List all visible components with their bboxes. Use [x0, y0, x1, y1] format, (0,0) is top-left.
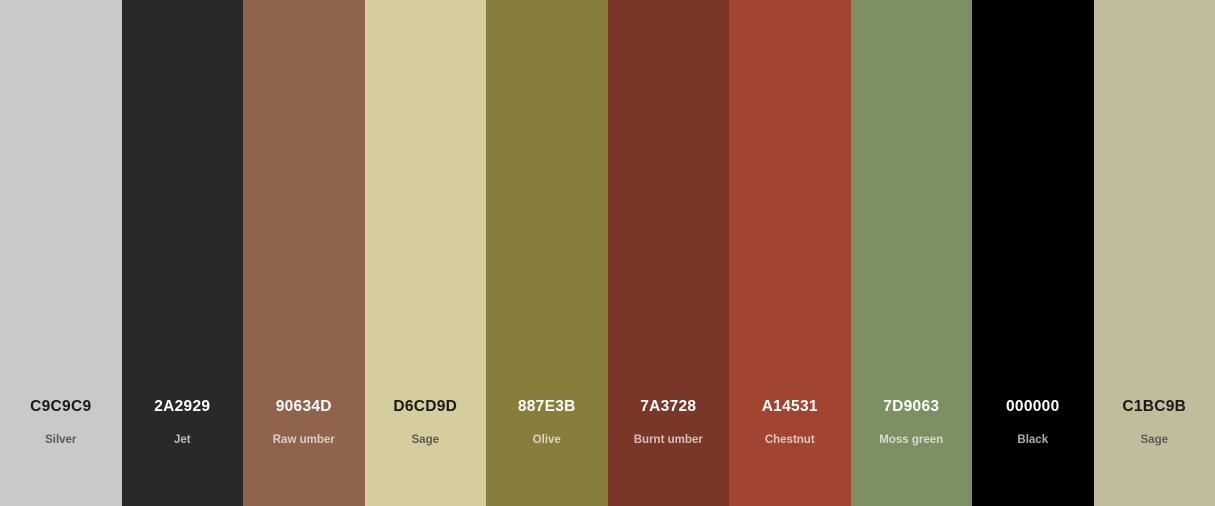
- swatch-hex-code: 7A3728: [640, 398, 697, 415]
- swatch-color-name: Jet: [173, 434, 191, 446]
- swatch-color-name: Raw umber: [272, 434, 335, 446]
- swatch-color-name: Olive: [532, 434, 561, 446]
- swatch-color-name: Silver: [45, 434, 77, 446]
- swatch-hex-code: 90634D: [275, 398, 332, 415]
- color-swatch[interactable]: C9C9C9 Silver: [0, 0, 122, 506]
- color-swatch[interactable]: A14531 Chestnut: [729, 0, 851, 506]
- swatch-hex-code: C1BC9B: [1122, 398, 1187, 415]
- swatch-hex-code: D6CD9D: [393, 398, 458, 415]
- swatch-color-name: Sage: [1140, 434, 1169, 446]
- swatch-hex-code: 000000: [1005, 398, 1060, 415]
- swatch-color-name: Sage: [411, 434, 440, 446]
- swatch-color-name: Black: [1017, 434, 1049, 446]
- color-swatch[interactable]: 7A3728 Burnt umber: [607, 0, 729, 506]
- color-swatch[interactable]: C1BC9B Sage: [1093, 0, 1215, 506]
- swatch-hex-code: 2A2929: [154, 398, 211, 415]
- swatch-hex-code: 7D9063: [883, 398, 940, 415]
- swatch-color-name: Chestnut: [764, 434, 815, 446]
- color-swatch[interactable]: 7D9063 Moss green: [850, 0, 972, 506]
- color-swatch[interactable]: 90634D Raw umber: [243, 0, 365, 506]
- swatch-hex-code: 887E3B: [517, 398, 576, 415]
- swatch-color-name: Moss green: [879, 434, 944, 446]
- color-swatch[interactable]: 887E3B Olive: [486, 0, 608, 506]
- color-swatch[interactable]: D6CD9D Sage: [364, 0, 486, 506]
- color-swatch[interactable]: 2A2929 Jet: [121, 0, 243, 506]
- swatch-hex-code: A14531: [761, 398, 818, 415]
- swatch-color-name: Burnt umber: [633, 434, 703, 446]
- swatch-hex-code: C9C9C9: [30, 398, 92, 415]
- color-swatch[interactable]: 000000 Black: [972, 0, 1094, 506]
